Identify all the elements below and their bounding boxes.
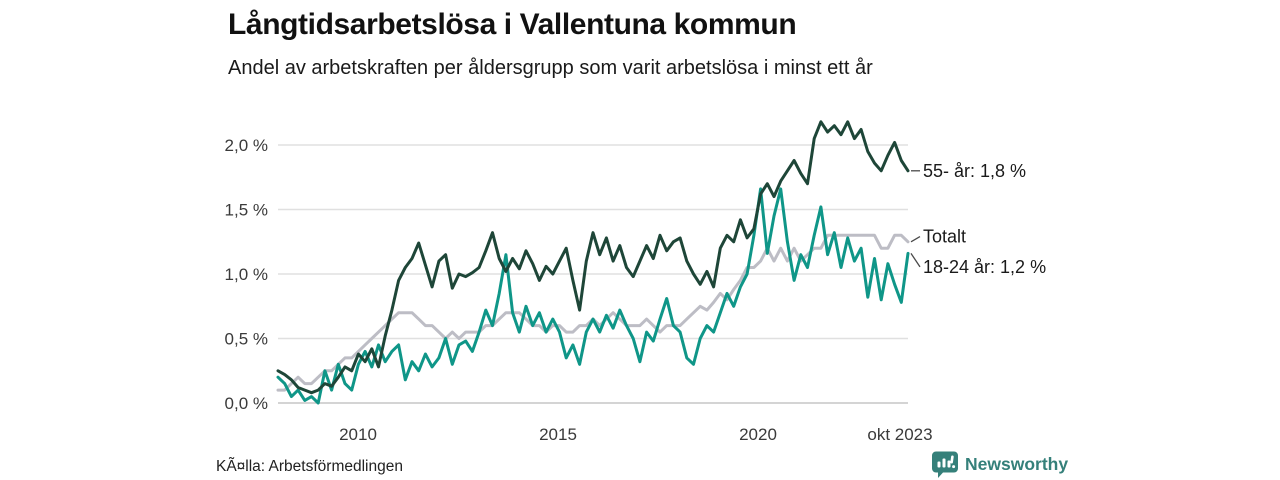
x-tick-label: 2020	[739, 425, 777, 444]
chart-subtitle: Andel av arbetskraften per åldersgrupp s…	[228, 57, 873, 79]
annotation-label: 55- år: 1,8 %	[923, 161, 1026, 181]
y-tick-label: 0,5 %	[225, 330, 268, 349]
newsworthy-logo-icon	[932, 451, 958, 478]
x-tick-label: okt 2023	[867, 425, 932, 444]
annotation-label: Totalt	[923, 227, 966, 247]
page-title: Långtidsarbetslösa i Vallentuna kommun	[228, 8, 797, 41]
source-text: KÃ¤lla: Arbetsförmedlingen	[216, 458, 403, 475]
leader-line	[910, 253, 921, 268]
brand-name: Newsworthy	[965, 454, 1069, 474]
series-line-18-24-r	[276, 187, 910, 405]
y-tick-label: 2,0 %	[225, 136, 268, 155]
y-tick-label: 1,5 %	[225, 201, 268, 220]
x-tick-label: 2010	[339, 425, 377, 444]
brand: Newsworthy	[932, 451, 1068, 478]
y-tick-label: 0,0 %	[225, 394, 268, 413]
series-line-55-r	[276, 120, 910, 395]
annotation-label: 18-24 år: 1,2 %	[923, 257, 1046, 277]
x-tick-label: 2015	[539, 425, 577, 444]
y-tick-label: 1,0 %	[225, 265, 268, 284]
leader-line	[910, 236, 921, 243]
